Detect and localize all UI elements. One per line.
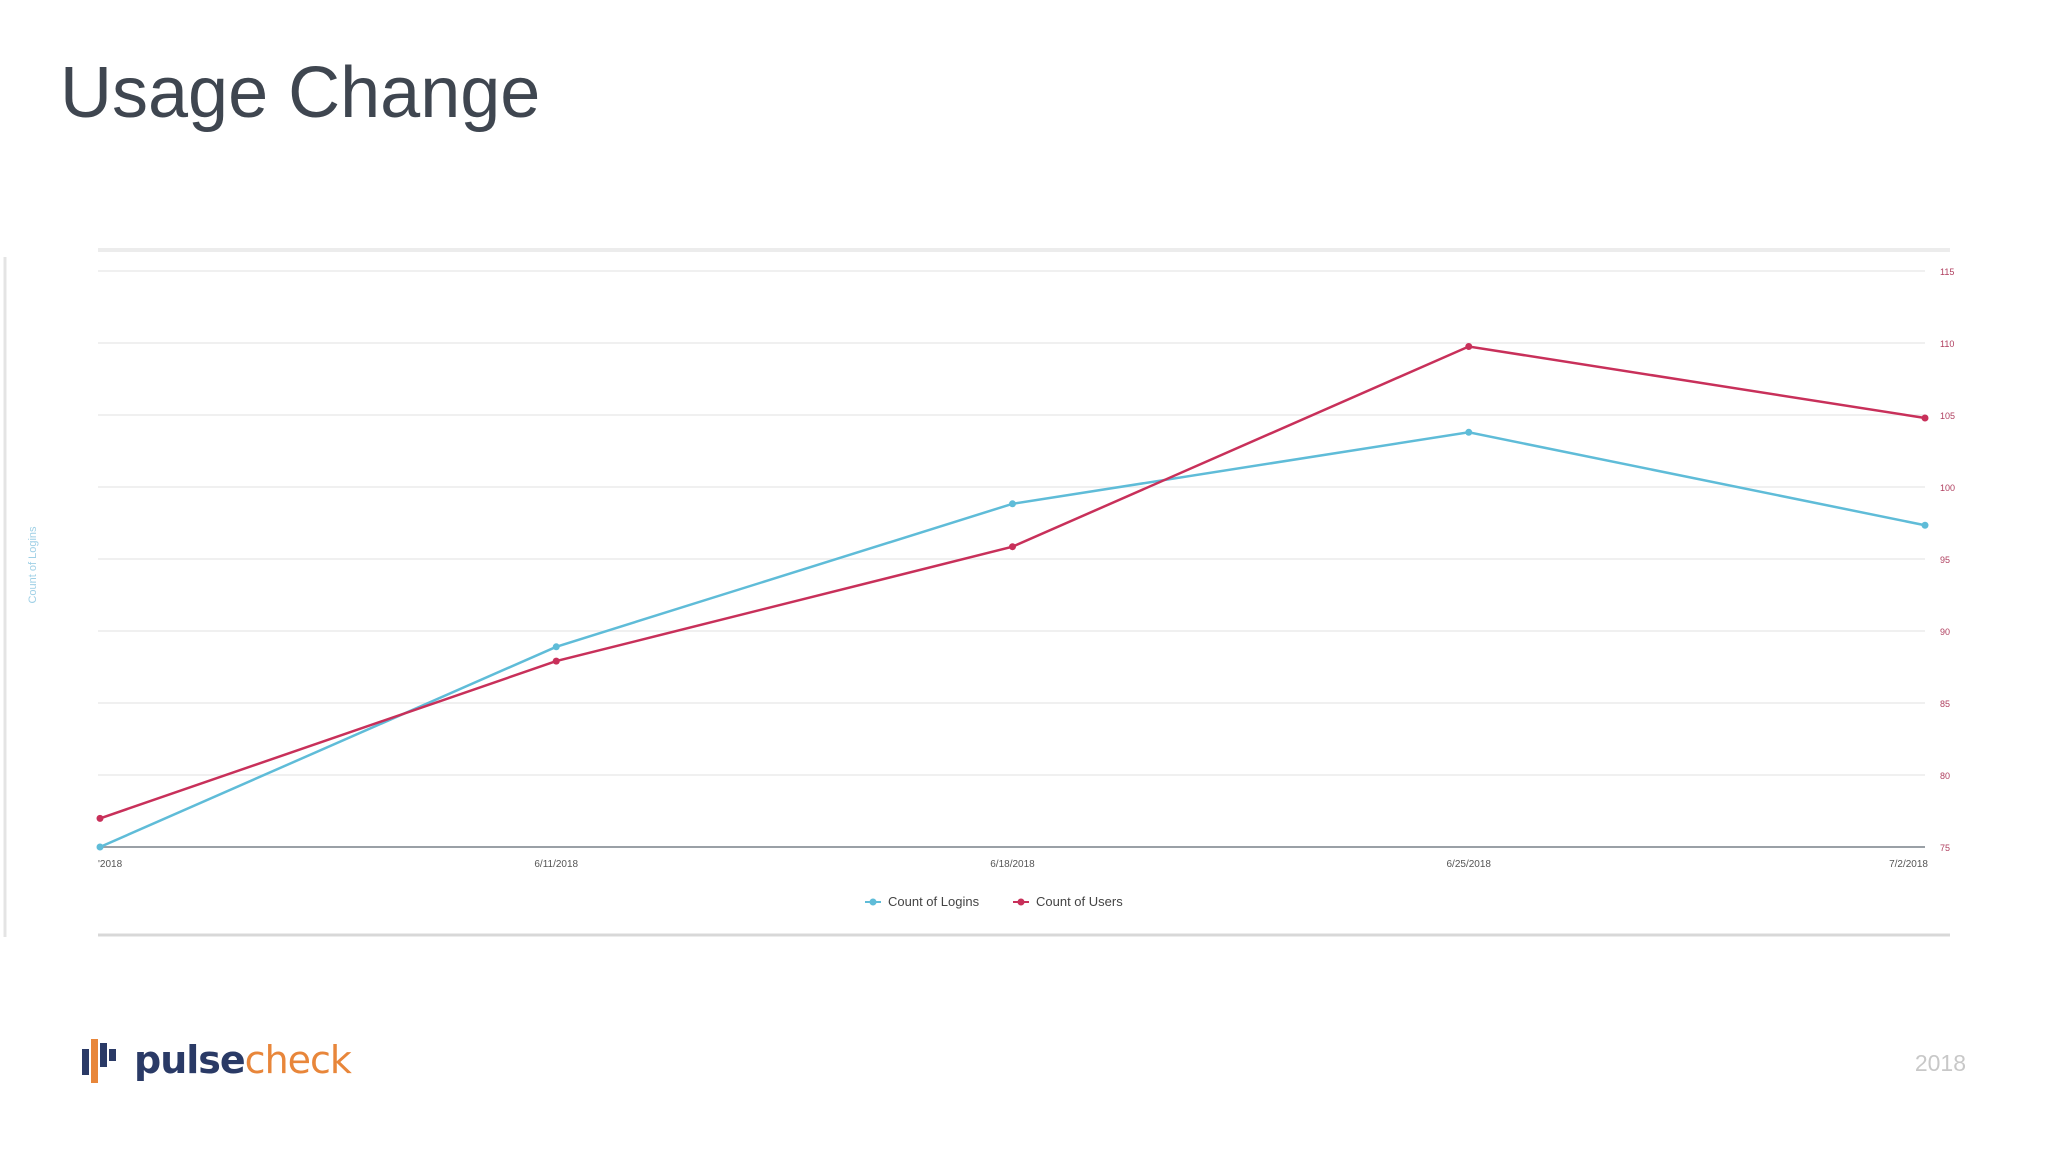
logo-wordmark: pulsecheck: [134, 1038, 352, 1082]
legend-label: Count of Logins: [888, 894, 980, 909]
x-tick-label: 6/11/2018: [534, 859, 578, 870]
x-tick-label: 6/25/2018: [1447, 859, 1492, 870]
logo-text-pulse: pulse: [134, 1038, 246, 1082]
pulsecheck-logo-icon: [82, 1039, 116, 1083]
legend-swatch-marker: [869, 898, 877, 906]
data-point-logins: [1465, 428, 1473, 436]
x-tick-label: '2018: [98, 859, 123, 870]
right-axis-tick-label: 80: [1940, 771, 1950, 781]
chart-container: 75 80 85 90 95 100 105 110 115 Count of Logins '20…: [0, 245, 1955, 940]
legend-swatch-marker: [1017, 898, 1025, 906]
data-point-users: [552, 657, 560, 665]
legend-label: Count of Users: [1036, 894, 1123, 909]
right-axis-tick-label: 115: [1940, 267, 1954, 277]
right-axis-tick-label: 105: [1940, 411, 1955, 421]
data-point-users: [1009, 543, 1016, 551]
right-axis-tick-label: 90: [1940, 627, 1950, 637]
data-point-users: [1921, 414, 1929, 422]
line-chart: 75 80 85 90 95 100 105 110 115 Count of Logins '20…: [3, 248, 1955, 940]
data-point-users: [1465, 343, 1473, 350]
page-title: Usage Change: [60, 53, 541, 133]
right-axis-tick-label: 85: [1940, 699, 1950, 709]
right-axis-tick-label: 100: [1940, 483, 1955, 493]
right-axis-tick-label: 75: [1940, 843, 1950, 853]
y-axis-title: Count of Logins: [27, 526, 39, 604]
page-number: 2018: [1914, 1050, 1966, 1076]
data-point-logins: [552, 643, 560, 651]
x-tick-label: 7/2/2018: [1889, 859, 1928, 870]
right-axis-tick-label: 110: [1940, 339, 1954, 349]
x-tick-label: 6/18/2018: [990, 859, 1035, 870]
right-axis-tick-label: 95: [1940, 555, 1950, 565]
data-point-logins: [96, 843, 104, 851]
logo-text-check: check: [244, 1038, 352, 1082]
data-point-logins: [1921, 521, 1929, 529]
logo: pulsecheck: [80, 1035, 352, 1085]
data-point-logins: [1009, 500, 1016, 508]
data-point-users: [96, 814, 104, 822]
chart-background: [4, 255, 1954, 940]
